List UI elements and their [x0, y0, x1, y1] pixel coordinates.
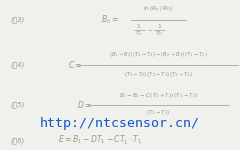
- Text: $D=$: $D=$: [77, 99, 92, 110]
- Text: $B_1-B_2-C\,(T_1+T_2)\,(T_1-T_2)$: $B_1-B_2-C\,(T_1+T_2)\,(T_1-T_2)$: [119, 91, 198, 100]
- Text: (式6): (式6): [10, 137, 24, 144]
- Text: http://ntcsensor.cn/: http://ntcsensor.cn/: [40, 117, 200, 130]
- Text: $C=$: $C=$: [67, 59, 82, 70]
- Text: $1$: $1$: [137, 22, 142, 30]
- Text: $T_0$: $T_0$: [155, 29, 163, 38]
- Text: $T_n$: $T_n$: [135, 29, 143, 38]
- Text: $(T_1-T_2)\,(T_2-T_3)\,(T_1-T_3)$: $(T_1-T_2)\,(T_2-T_3)\,(T_1-T_3)$: [124, 70, 193, 79]
- Text: $-$: $-$: [147, 27, 154, 32]
- Text: (式5): (式5): [10, 101, 24, 108]
- Text: $E=B_1-DT_1-CT_1^{}\cdot T_1$: $E=B_1-DT_1-CT_1^{}\cdot T_1$: [58, 134, 143, 147]
- Text: $B_n=$: $B_n=$: [101, 14, 119, 26]
- Text: $1$: $1$: [157, 22, 162, 30]
- Text: $(B_1-B_2)\,(T_2-T_3)-(B_2-B_3)\,(T_1-T_2)$: $(B_1-B_2)\,(T_2-T_3)-(B_2-B_3)\,(T_1-T_…: [109, 50, 208, 59]
- Text: (式3): (式3): [10, 17, 24, 23]
- Text: $(T_1-T_2)$: $(T_1-T_2)$: [146, 108, 170, 117]
- Text: $\mathrm{ln}\,(R_n\,/\,R_0)$: $\mathrm{ln}\,(R_n\,/\,R_0)$: [143, 4, 174, 13]
- Text: (式4): (式4): [10, 61, 24, 68]
